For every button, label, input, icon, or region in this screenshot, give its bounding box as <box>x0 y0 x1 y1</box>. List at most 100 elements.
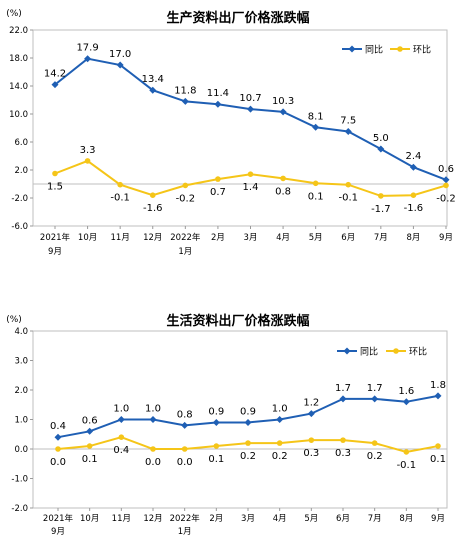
x-tick-label: 8月 <box>406 233 420 243</box>
series-point-yoy <box>371 395 379 403</box>
series-point-mom <box>213 443 220 449</box>
y-tick-label: -2.0 <box>11 194 28 204</box>
data-label: 11.4 <box>207 88 229 99</box>
y-tick-label: -6.0 <box>11 222 28 232</box>
series-point-mom <box>215 176 221 182</box>
data-label: 5.0 <box>373 133 389 144</box>
plot-frame <box>32 29 448 227</box>
series-point-mom <box>245 440 251 446</box>
series-point-yoy <box>116 61 124 69</box>
data-label: -1.7 <box>371 204 391 215</box>
series-point-yoy <box>181 421 189 429</box>
series-point-yoy <box>84 55 92 63</box>
data-label: 17.0 <box>109 49 131 60</box>
data-label: 1.6 <box>398 386 414 397</box>
series-point-yoy <box>54 433 62 441</box>
x-tick-label: 12月 <box>143 514 162 524</box>
data-label: 0.8 <box>177 409 193 420</box>
y-tick-label: 2.0 <box>14 386 28 396</box>
data-label: 7.5 <box>340 116 356 127</box>
x-tick-label: 3月 <box>241 514 255 524</box>
x-tick-label: 2021年 <box>43 513 74 524</box>
series-point-yoy <box>312 123 320 131</box>
y-unit-label: (%) <box>6 9 22 19</box>
data-label: 13.4 <box>142 74 164 85</box>
x-tick-label: 10月 <box>80 514 99 524</box>
data-label: 10.3 <box>272 96 294 107</box>
series-point-mom <box>340 437 346 443</box>
y-tick-label: 6.0 <box>14 138 28 148</box>
data-label: 14.2 <box>44 69 66 80</box>
series-point-yoy <box>149 416 157 423</box>
series-point-yoy <box>307 410 315 418</box>
y-tick-label: -1.0 <box>11 475 28 485</box>
x-tick-label: 2022年 <box>170 232 201 243</box>
legend-marker-yoy <box>343 347 351 355</box>
legend-marker-yoy <box>348 45 356 53</box>
data-label: 1.8 <box>430 380 446 391</box>
y-tick-label: 14.0 <box>9 82 28 92</box>
data-label: 0.2 <box>240 451 256 462</box>
legend-label: 同比 <box>365 44 383 56</box>
chart-title: 生产资料出厂价格涨跌幅 <box>166 10 309 26</box>
x-tick-label: 4月 <box>276 233 290 243</box>
data-label: 1.5 <box>47 182 63 193</box>
data-label: -1.6 <box>404 203 424 214</box>
x-tick-label: 2月 <box>209 514 223 524</box>
data-label: -0.1 <box>110 193 130 204</box>
data-label: 0.4 <box>113 445 129 456</box>
data-label: 11.8 <box>174 85 196 96</box>
y-tick-label: 1.0 <box>14 416 28 426</box>
series-point-mom <box>247 171 254 177</box>
x-tick-label: 5月 <box>309 233 323 243</box>
x-tick-label-line2: 9月 <box>51 527 65 537</box>
y-tick-label: 10.0 <box>9 110 28 120</box>
x-tick-label: 10月 <box>78 233 97 243</box>
series-point-mom <box>312 180 319 187</box>
series-line-yoy <box>54 57 447 181</box>
series-point-mom <box>410 192 417 198</box>
x-tick-label: 7月 <box>374 233 388 243</box>
series-point-mom <box>276 440 283 446</box>
series-point-yoy <box>117 416 125 423</box>
data-label: 0.9 <box>240 406 256 417</box>
x-tick-label: 4月 <box>273 514 287 524</box>
data-label: 0.7 <box>210 187 226 198</box>
data-label: 0.0 <box>145 457 161 468</box>
y-tick-label: 3.0 <box>14 357 28 367</box>
legend-marker-mom <box>397 46 403 52</box>
data-label: 3.3 <box>80 145 96 156</box>
series-point-yoy <box>181 97 189 105</box>
data-label: 0.0 <box>177 457 193 468</box>
series-point-yoy <box>339 395 347 403</box>
x-tick-label-line2: 9月 <box>48 247 62 257</box>
data-label: -1.6 <box>143 203 163 214</box>
series-point-yoy <box>212 418 220 426</box>
data-label: 0.6 <box>438 164 454 175</box>
series-point-mom <box>280 175 286 182</box>
x-tick-label: 3月 <box>244 233 258 243</box>
series-point-mom <box>182 182 189 189</box>
x-tick-label: 12月 <box>143 233 162 243</box>
series-point-mom <box>86 443 93 449</box>
data-label: 1.2 <box>303 398 319 409</box>
data-label: -0.1 <box>397 460 417 471</box>
data-label: 0.1 <box>430 454 446 465</box>
series-point-yoy <box>276 416 284 423</box>
series-point-yoy <box>149 86 157 94</box>
data-label: 1.0 <box>145 404 161 415</box>
series-point-mom <box>378 193 384 199</box>
x-tick-label: 6月 <box>341 233 355 243</box>
data-label: 0.2 <box>272 451 288 462</box>
data-label: 0.3 <box>303 448 319 459</box>
series-point-mom <box>371 440 378 446</box>
x-tick-label: 2021年 <box>40 232 71 243</box>
series-point-yoy <box>344 128 352 135</box>
x-tick-label: 11月 <box>111 233 130 243</box>
data-label: 1.0 <box>113 404 129 415</box>
x-tick-label-line2: 1月 <box>178 247 192 257</box>
series-point-mom <box>345 181 352 188</box>
series-point-yoy <box>442 176 450 184</box>
data-label: 0.9 <box>208 406 224 417</box>
